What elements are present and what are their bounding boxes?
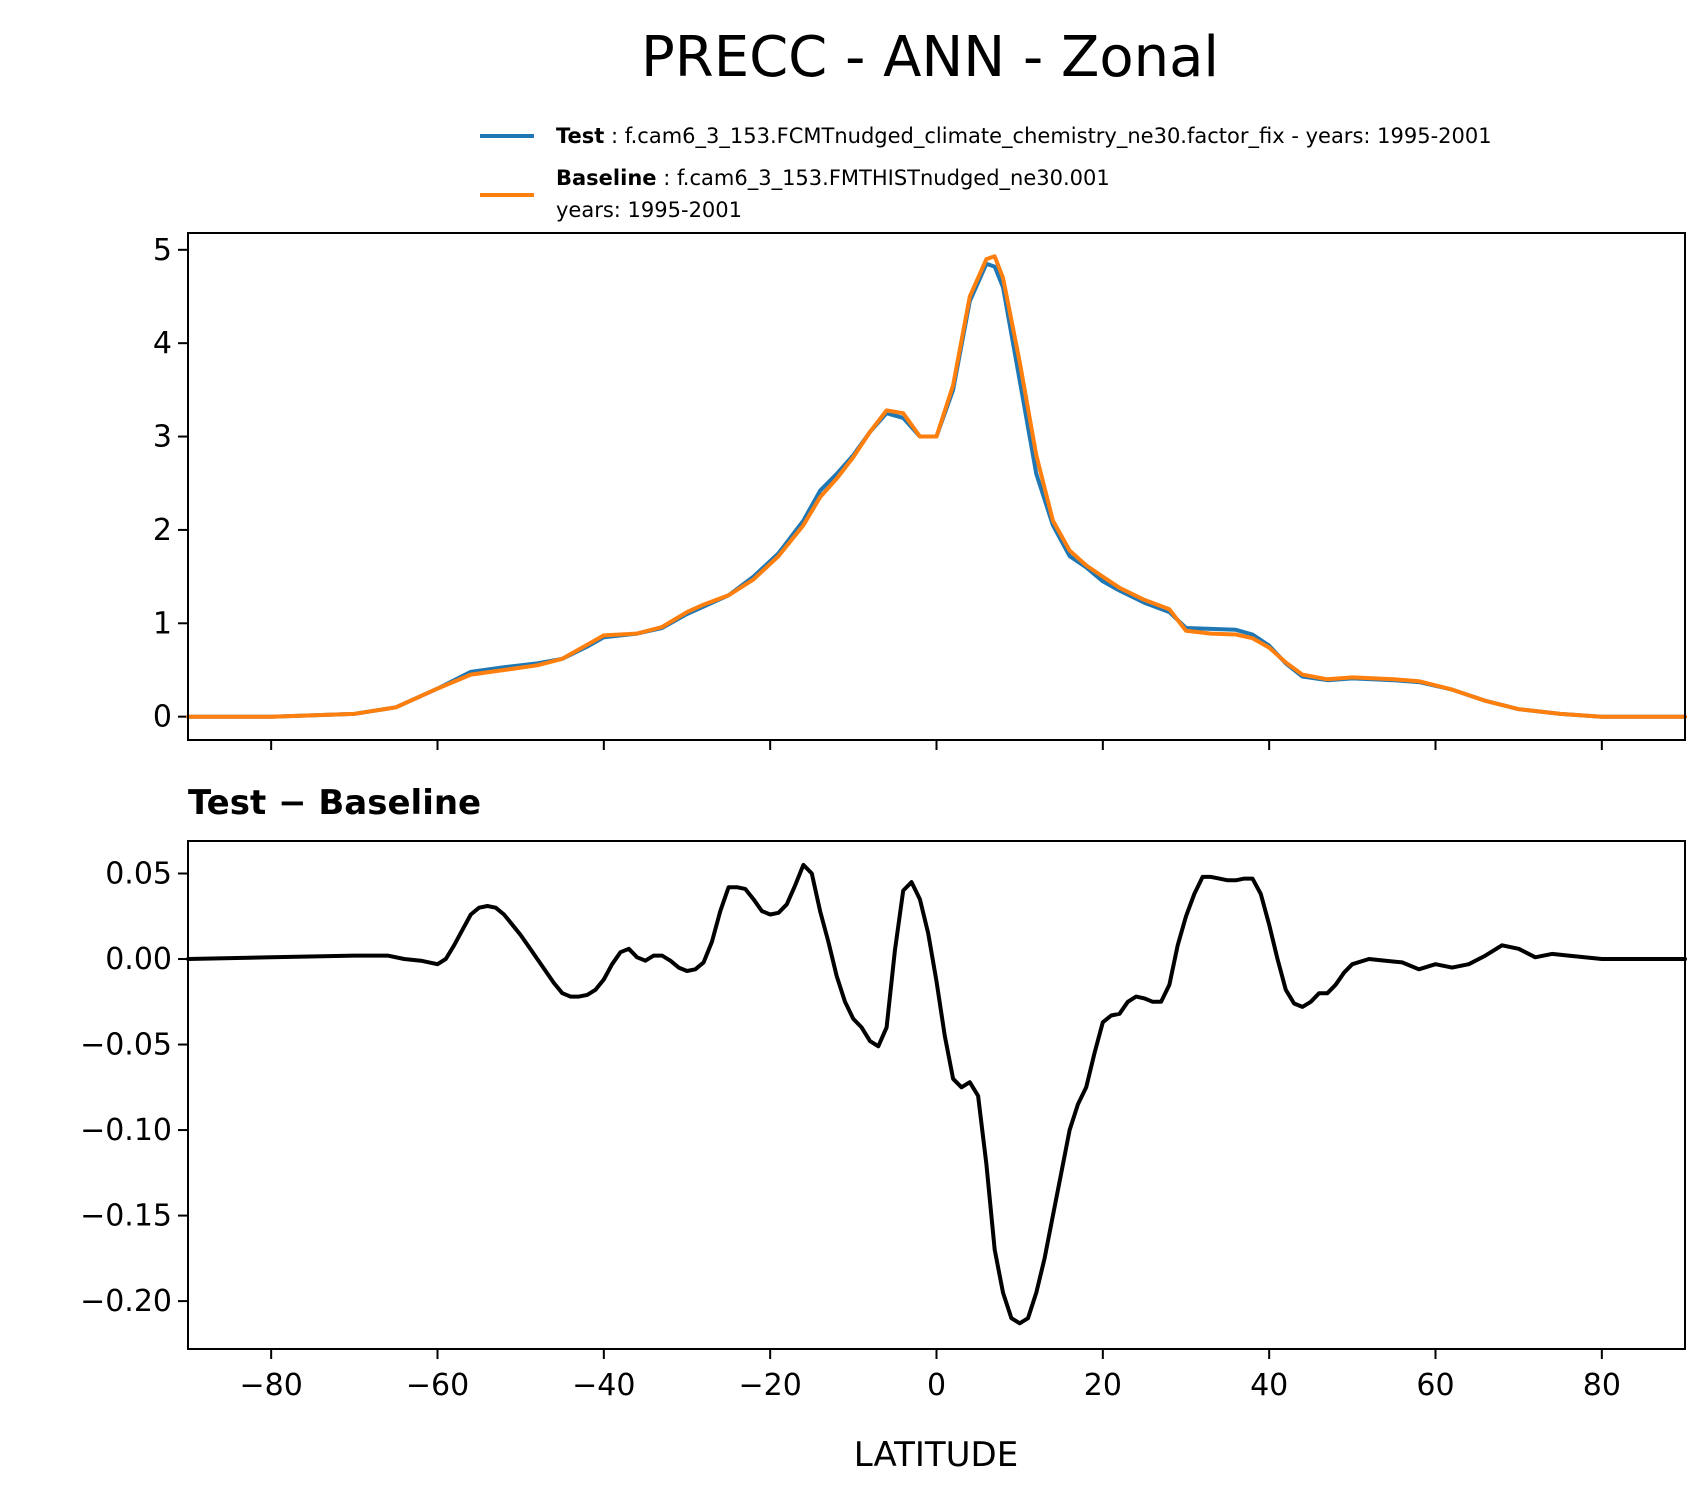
top-plot-frame [187, 232, 1686, 741]
bottom-xtick-label: 80 [1583, 1368, 1621, 1403]
bottom-ytick-label: −0.20 [80, 1284, 172, 1319]
difference-panel-title: Test − Baseline [188, 783, 481, 823]
bottom-xtick-label: −80 [240, 1368, 303, 1403]
top-ytick-label: 3 [153, 420, 172, 455]
chart-title: PRECC - ANN - Zonal [641, 25, 1219, 90]
x-axis-label: LATITUDE [854, 1435, 1018, 1475]
bottom-series-group [186, 862, 1687, 1326]
top-y-axis: 0 1 2 3 4 5 [153, 233, 188, 735]
legend-baseline-text: : f.cam6_3_153.FMTHISTnudged_ne30.001 [657, 166, 1110, 191]
legend-test-text: : f.cam6_3_153.FCMTnudged_climate_chemis… [604, 124, 1491, 149]
bottom-ytick-label: −0.05 [80, 1028, 172, 1063]
bottom-x-axis: −80 −60 −40 −20 0 20 40 60 80 [240, 1349, 1621, 1403]
bottom-y-axis: 0.05 0.00 −0.05 −0.10 −0.15 −0.20 [80, 856, 188, 1319]
bottom-panel: 0.05 0.00 −0.05 −0.10 −0.15 −0.20 −80 −60 −40 −2… [80, 840, 1687, 1403]
bottom-xtick-label: −60 [406, 1368, 469, 1403]
bottom-ytick-label: 0.00 [105, 942, 172, 977]
bottom-plot-frame [187, 840, 1686, 1350]
legend-baseline-name: Baseline [556, 166, 657, 190]
legend-test-name: Test [556, 124, 604, 148]
legend-entry-test: Test : f.cam6_3_153.FCMTnudged_climate_c… [556, 124, 1492, 149]
top-ytick-label: 0 [153, 700, 172, 735]
top-panel: 0 1 2 3 4 5 [153, 232, 1687, 750]
bottom-xtick-label: 60 [1416, 1368, 1454, 1403]
legend-entry-baseline: Baseline : f.cam6_3_153.FMTHISTnudged_ne… [556, 166, 1110, 191]
bottom-xtick-label: −40 [572, 1368, 635, 1403]
top-ytick-label: 1 [153, 606, 172, 641]
legend: Test : f.cam6_3_153.FCMTnudged_climate_c… [480, 124, 1492, 222]
top-ytick-label: 2 [153, 513, 172, 548]
bottom-ytick-label: −0.15 [80, 1199, 172, 1234]
top-ytick-label: 4 [153, 326, 172, 361]
bottom-xtick-label: 20 [1084, 1368, 1122, 1403]
bottom-ytick-label: −0.10 [80, 1113, 172, 1148]
top-x-axis [270, 740, 1603, 750]
top-series-group [186, 254, 1687, 719]
bottom-xtick-label: 40 [1250, 1368, 1288, 1403]
bottom-xtick-label: 0 [927, 1368, 946, 1403]
bottom-xtick-label: −20 [739, 1368, 802, 1403]
legend-baseline-years: years: 1995-2001 [556, 198, 742, 222]
series-line-baseline [186, 254, 1687, 719]
series-line-test-baseline [186, 862, 1687, 1326]
bottom-ytick-label: 0.05 [105, 856, 172, 891]
top-ytick-label: 5 [153, 233, 172, 268]
